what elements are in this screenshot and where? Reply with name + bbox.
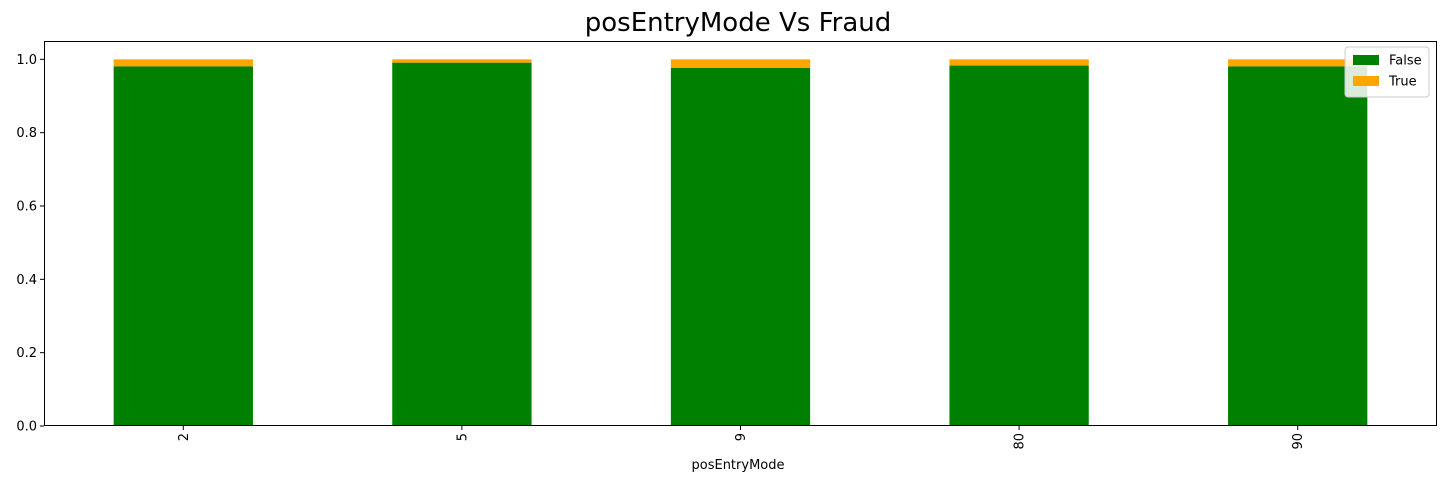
y-tick-label: 0.6 xyxy=(16,200,37,215)
bar-true-9 xyxy=(670,59,811,68)
bar-false-80 xyxy=(949,65,1089,427)
y-tick-label: 0.2 xyxy=(16,346,37,361)
x-tick-label: 2 xyxy=(177,433,192,441)
legend: False True xyxy=(1344,46,1430,98)
x-tick-label: 9 xyxy=(734,433,749,441)
bar-false-90 xyxy=(1228,66,1368,427)
bar-true-5 xyxy=(392,59,532,63)
legend-label-true: True xyxy=(1388,75,1417,90)
y-axis: 0.0 0.2 0.4 0.6 0.8 1.0 xyxy=(16,53,44,435)
bar-false-2 xyxy=(113,66,253,427)
bar-false-5 xyxy=(392,62,532,427)
x-tick-label: 80 xyxy=(1013,433,1028,450)
x-tick-label: 5 xyxy=(455,433,470,441)
legend-label-false: False xyxy=(1389,54,1422,69)
y-tick-label: 1.0 xyxy=(16,53,37,68)
x-tick-label: 90 xyxy=(1291,433,1306,450)
y-tick-label: 0.0 xyxy=(16,420,37,435)
x-axis: 2 5 9 80 90 xyxy=(177,426,1306,450)
bar-true-90 xyxy=(1228,59,1368,67)
y-tick-label: 0.8 xyxy=(16,126,37,141)
plot-frame xyxy=(44,41,1437,426)
bar-true-2 xyxy=(113,59,253,67)
legend-swatch-false xyxy=(1353,55,1379,65)
bars-group xyxy=(113,59,1368,427)
chart-title: posEntryMode Vs Fraud xyxy=(585,8,892,38)
x-axis-title: posEntryMode xyxy=(692,458,785,473)
bar-false-9 xyxy=(670,67,811,427)
y-tick-label: 0.4 xyxy=(16,273,37,288)
bar-true-80 xyxy=(949,59,1089,66)
legend-swatch-true xyxy=(1353,76,1379,86)
